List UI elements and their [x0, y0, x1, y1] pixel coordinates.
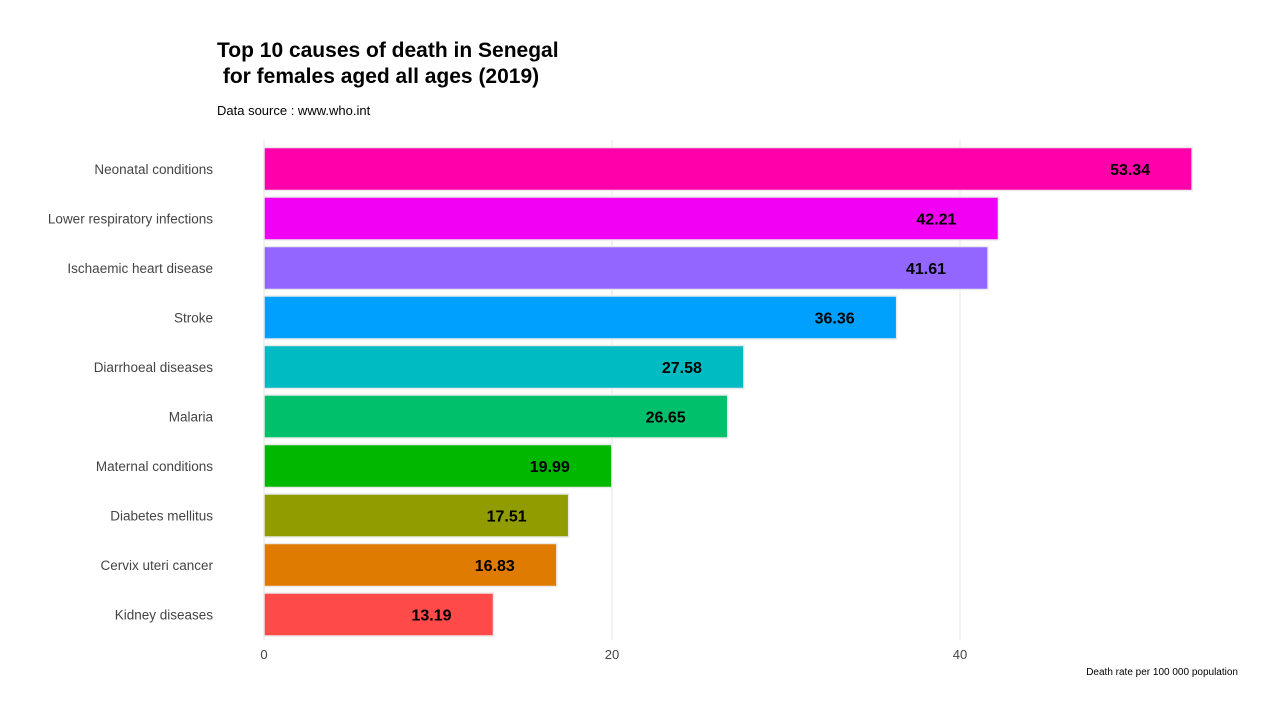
bar — [263, 196, 1000, 241]
bar — [263, 245, 989, 291]
category-label: Diarrhoeal diseases — [94, 360, 214, 375]
bar — [263, 493, 570, 538]
x-axis-label: Death rate per 100 000 population — [1086, 667, 1238, 678]
bar — [263, 592, 495, 637]
category-label: Cervix uteri cancer — [100, 558, 213, 573]
bar-value-label: 36.36 — [815, 311, 855, 328]
category-label: Neonatal conditions — [94, 162, 213, 177]
bar-value-label: 19.99 — [530, 459, 570, 476]
bar — [263, 542, 558, 588]
bar-value-label: 53.34 — [1110, 162, 1150, 179]
category-label: Malaria — [169, 410, 214, 425]
x-tick-labels: 0 20 40 — [260, 647, 967, 662]
bar-value-label: 16.83 — [475, 558, 515, 575]
bar-value-label: 26.65 — [646, 410, 686, 427]
category-label: Diabetes mellitus — [110, 509, 213, 524]
category-label: Stroke — [174, 311, 213, 326]
bar — [263, 394, 729, 439]
bar — [263, 443, 613, 489]
bar-value-label: 27.58 — [662, 360, 702, 377]
category-labels: Neonatal conditions Lower respiratory inf… — [48, 162, 214, 623]
bar-value-label: 13.19 — [411, 608, 451, 625]
x-tick-label: 0 — [260, 647, 267, 662]
chart-subtitle: Data source : www.who.int — [217, 103, 371, 118]
chart-title: Top 10 causes of death in Senegal for fe… — [217, 39, 559, 88]
bar-value-label: 17.51 — [487, 509, 527, 526]
bar-value-label: 41.61 — [906, 261, 946, 278]
bar — [263, 295, 898, 340]
category-label: Ischaemic heart disease — [67, 261, 213, 276]
bars: 53.34 42.21 41.61 36.36 27.58 26.65 19.99 17.51… — [263, 146, 1193, 637]
category-label: Maternal conditions — [96, 459, 213, 474]
x-tick-label: 40 — [953, 647, 967, 662]
bar — [263, 344, 745, 390]
category-label: Lower respiratory infections — [48, 212, 213, 227]
bar — [263, 146, 1193, 192]
x-tick-label: 20 — [605, 647, 619, 662]
bar-value-label: 42.21 — [916, 212, 956, 229]
category-label: Kidney diseases — [115, 608, 214, 623]
